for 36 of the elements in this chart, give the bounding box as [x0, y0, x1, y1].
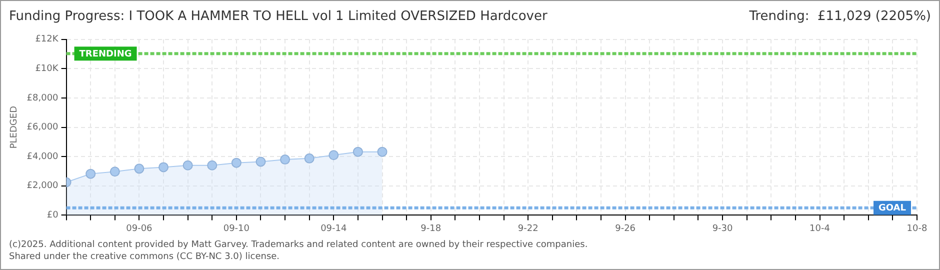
x-tick-label: 09-14: [320, 224, 348, 234]
point: [158, 162, 169, 172]
chart-title: Funding Progress: I TOOK A HAMMER TO HELL vol 1 Limited OVERSIZED Hardcover: [9, 9, 548, 24]
text: Shared under the creative commons (CC BY-NC 3.0) license.: [9, 251, 281, 263]
y-tick-label: £8,000: [26, 93, 59, 104]
x-tick-label: 10-4: [810, 224, 830, 234]
text: (c)2025. Additional content provided by Matt Garvey. Trademarks and related content are owned by their respective companies.: [9, 239, 588, 251]
ref-line-label: TRENDING: [79, 49, 132, 60]
y-tick-label: £0: [46, 210, 59, 221]
point: [280, 154, 290, 165]
x-tick-label: 10-8: [906, 224, 928, 234]
point: [352, 146, 363, 157]
x-tick-label: 9-26: [615, 224, 636, 234]
y-tick-label: £4,000: [26, 152, 59, 162]
y-tick-label: £10K: [35, 64, 60, 74]
chart-subtitle: Trending: £11,029 (2205%): [749, 9, 931, 24]
point: [207, 160, 218, 170]
point: [110, 166, 120, 177]
point: [304, 153, 314, 164]
point: [231, 158, 242, 168]
y-axis-title: PLEDGED: [10, 106, 20, 149]
x-tick-label: 9-22: [518, 224, 538, 234]
point: [134, 164, 144, 174]
point: [86, 168, 96, 179]
x-tick-label: 9-18: [420, 224, 442, 234]
y-tick-label: £2,000: [26, 181, 59, 192]
ref-line-label: GOAL: [878, 204, 906, 214]
point: [328, 150, 339, 160]
y-tick-label: £6,000: [26, 122, 59, 133]
point: [182, 160, 193, 170]
y-tick-label: £12K: [35, 34, 60, 45]
x-tick-label: 9-30: [712, 224, 734, 234]
point: [377, 146, 388, 157]
point: [256, 156, 266, 167]
x-tick-label: 09-10: [223, 224, 250, 234]
x-tick-label: 09-06: [126, 224, 153, 234]
